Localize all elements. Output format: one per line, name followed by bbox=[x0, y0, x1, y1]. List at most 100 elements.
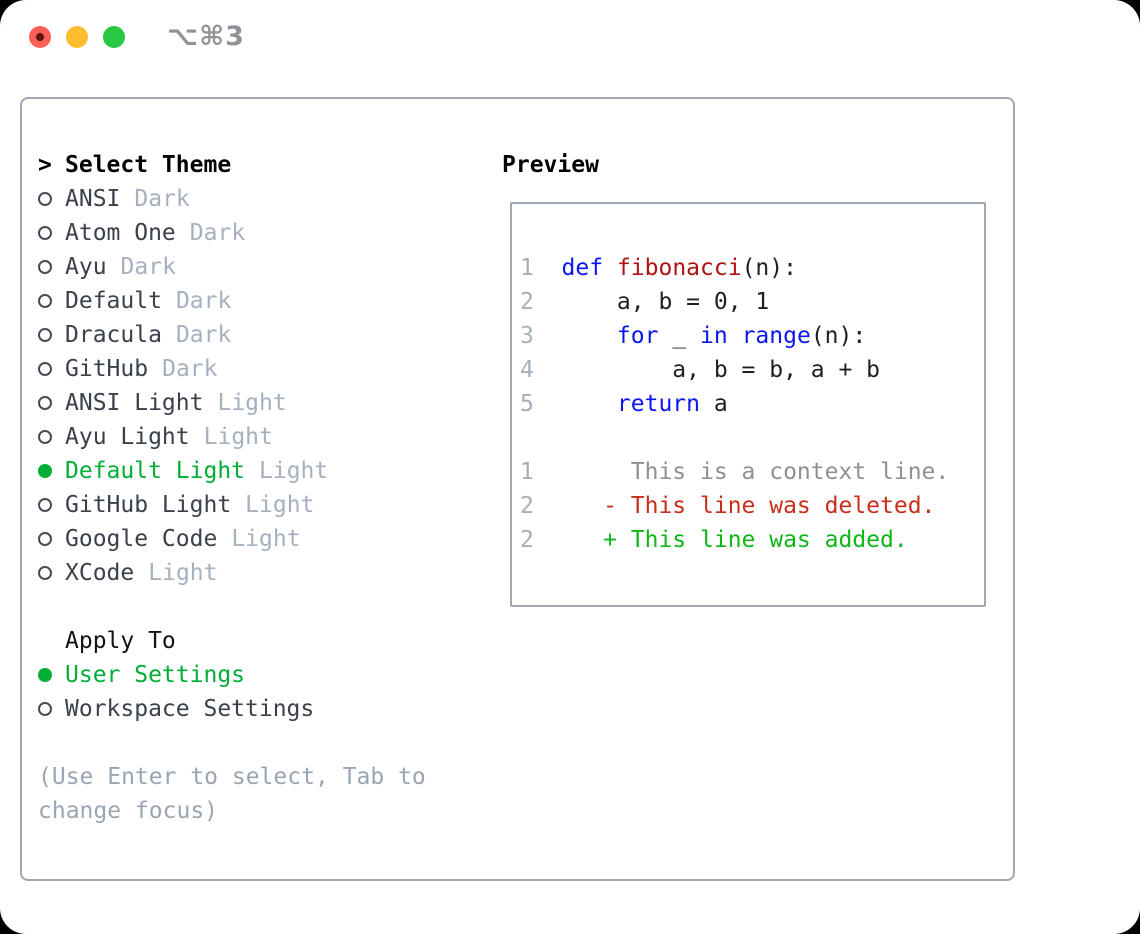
theme-variant: Light bbox=[259, 458, 329, 484]
line-number: 1 bbox=[520, 459, 534, 485]
theme-variant: Light bbox=[148, 560, 218, 586]
theme-option-xcode[interactable]: XCode Light bbox=[38, 556, 426, 590]
line-number: 5 bbox=[520, 391, 534, 417]
diff-line: 1 This is a context line. bbox=[520, 455, 984, 489]
code-line: 5 return a bbox=[520, 387, 984, 421]
theme-name: ANSI bbox=[65, 186, 121, 212]
radio-ring bbox=[38, 396, 52, 410]
close-button[interactable] bbox=[29, 26, 51, 48]
radio-icon bbox=[38, 430, 65, 444]
theme-list-header: > Select Theme bbox=[38, 148, 426, 182]
code-segment-pl: a bbox=[700, 391, 728, 417]
radio-ring bbox=[38, 566, 52, 580]
apply-to-title: Apply To bbox=[65, 628, 176, 654]
theme-option-default-light[interactable]: Default Light Light bbox=[38, 454, 426, 488]
line-number: 2 bbox=[520, 289, 534, 315]
theme-variant: Dark bbox=[189, 220, 246, 246]
theme-option-google-code[interactable]: Google Code Light bbox=[38, 522, 426, 556]
code-segment-pl bbox=[603, 255, 617, 281]
theme-list-title: Select Theme bbox=[65, 152, 232, 178]
code-segment-kw: return bbox=[616, 391, 701, 417]
radio-ring bbox=[38, 294, 52, 308]
apply-option-label: Workspace Settings bbox=[65, 696, 315, 722]
theme-variant: Dark bbox=[134, 186, 190, 212]
radio-ring bbox=[38, 532, 52, 546]
radio-icon bbox=[38, 294, 65, 308]
code-line: 2 a, b = 0, 1 bbox=[520, 285, 984, 319]
radio-selected-icon bbox=[38, 464, 65, 478]
code-segment-pl: _ bbox=[658, 323, 701, 349]
line-number: 2 bbox=[520, 493, 534, 519]
selection-cursor-icon: > bbox=[38, 152, 52, 178]
theme-variant: Light bbox=[203, 424, 273, 450]
theme-name: Ayu bbox=[65, 254, 107, 280]
line-number: 3 bbox=[520, 323, 534, 349]
apply-to-header: Apply To bbox=[38, 624, 426, 658]
theme-name: ANSI Light bbox=[65, 390, 204, 416]
apply-option-user-settings[interactable]: User Settings bbox=[38, 658, 426, 692]
theme-variant: Light bbox=[217, 390, 287, 416]
theme-option-github-light[interactable]: GitHub Light Light bbox=[38, 488, 426, 522]
radio-ring bbox=[38, 192, 52, 206]
zoom-button[interactable] bbox=[103, 26, 125, 48]
theme-name: GitHub bbox=[65, 356, 149, 382]
hint-line: (Use Enter to select, Tab to bbox=[38, 764, 426, 790]
theme-name: Ayu Light bbox=[65, 424, 190, 450]
code-line: 1 def fibonacci(n): bbox=[520, 251, 984, 285]
theme-option-dracula[interactable]: Dracula Dark bbox=[38, 318, 426, 352]
code-line: 4 a, b = b, a + b bbox=[520, 353, 984, 387]
theme-option-default[interactable]: Default Dark bbox=[38, 284, 426, 318]
theme-name: Google Code bbox=[65, 526, 218, 552]
keyboard-hint: (Use Enter to select, Tab to change focu… bbox=[38, 760, 426, 828]
line-number: 1 bbox=[520, 255, 534, 281]
theme-option-ayu[interactable]: Ayu Dark bbox=[38, 250, 426, 284]
code-segment-kw: def bbox=[561, 255, 604, 281]
theme-option-atom-one[interactable]: Atom One Dark bbox=[38, 216, 426, 250]
apply-option-label: User Settings bbox=[65, 662, 246, 688]
theme-variant: Dark bbox=[175, 288, 232, 314]
theme-variant: Dark bbox=[175, 322, 232, 348]
radio-ring bbox=[38, 226, 52, 240]
radio-dot bbox=[38, 464, 52, 478]
radio-icon bbox=[38, 362, 65, 376]
code-segment-pl: (n): bbox=[741, 255, 797, 281]
close-dot-icon bbox=[36, 33, 44, 41]
radio-icon bbox=[38, 192, 65, 206]
radio-selected-icon bbox=[38, 668, 65, 682]
theme-option-github[interactable]: GitHub Dark bbox=[38, 352, 426, 386]
code-segment-kw: range bbox=[741, 323, 811, 349]
theme-name: Dracula bbox=[65, 322, 162, 348]
window-shortcut-label: ⌥⌘3 bbox=[167, 21, 245, 52]
diff-line: 2 - This line was deleted. bbox=[520, 489, 984, 523]
radio-icon bbox=[38, 328, 65, 342]
radio-ring bbox=[38, 260, 52, 274]
code-segment-kw: in bbox=[700, 323, 728, 349]
apply-to-section: Apply To User Settings Workspace Settings bbox=[38, 624, 426, 726]
theme-picker-panel: > Select Theme ANSI Dark Atom One Dark Ayu Da… bbox=[20, 97, 1015, 881]
code-segment-pl: a, b = b, a + b bbox=[561, 357, 881, 383]
radio-icon bbox=[38, 498, 65, 512]
code-segment-kw: for bbox=[616, 323, 659, 349]
minimize-button[interactable] bbox=[66, 26, 88, 48]
hint-line: change focus) bbox=[38, 798, 219, 824]
code-line: 3 for _ in range(n): bbox=[520, 319, 984, 353]
radio-ring bbox=[38, 362, 52, 376]
radio-icon bbox=[38, 396, 65, 410]
code-segment-add: + This line was added. bbox=[561, 527, 908, 553]
line-number: 4 bbox=[520, 357, 534, 383]
theme-option-ansi[interactable]: ANSI Dark bbox=[38, 182, 426, 216]
theme-option-ayu-light[interactable]: Ayu Light Light bbox=[38, 420, 426, 454]
apply-option-workspace-settings[interactable]: Workspace Settings bbox=[38, 692, 426, 726]
theme-list: > Select Theme ANSI Dark Atom One Dark Ayu Da… bbox=[38, 148, 426, 590]
theme-option-ansi-light[interactable]: ANSI Light Light bbox=[38, 386, 426, 420]
code-segment-pl bbox=[562, 391, 617, 417]
radio-ring bbox=[38, 328, 52, 342]
radio-ring bbox=[38, 498, 52, 512]
window-controls bbox=[29, 26, 125, 48]
radio-icon bbox=[38, 532, 65, 546]
theme-variant: Light bbox=[245, 492, 315, 518]
radio-ring bbox=[38, 702, 52, 716]
